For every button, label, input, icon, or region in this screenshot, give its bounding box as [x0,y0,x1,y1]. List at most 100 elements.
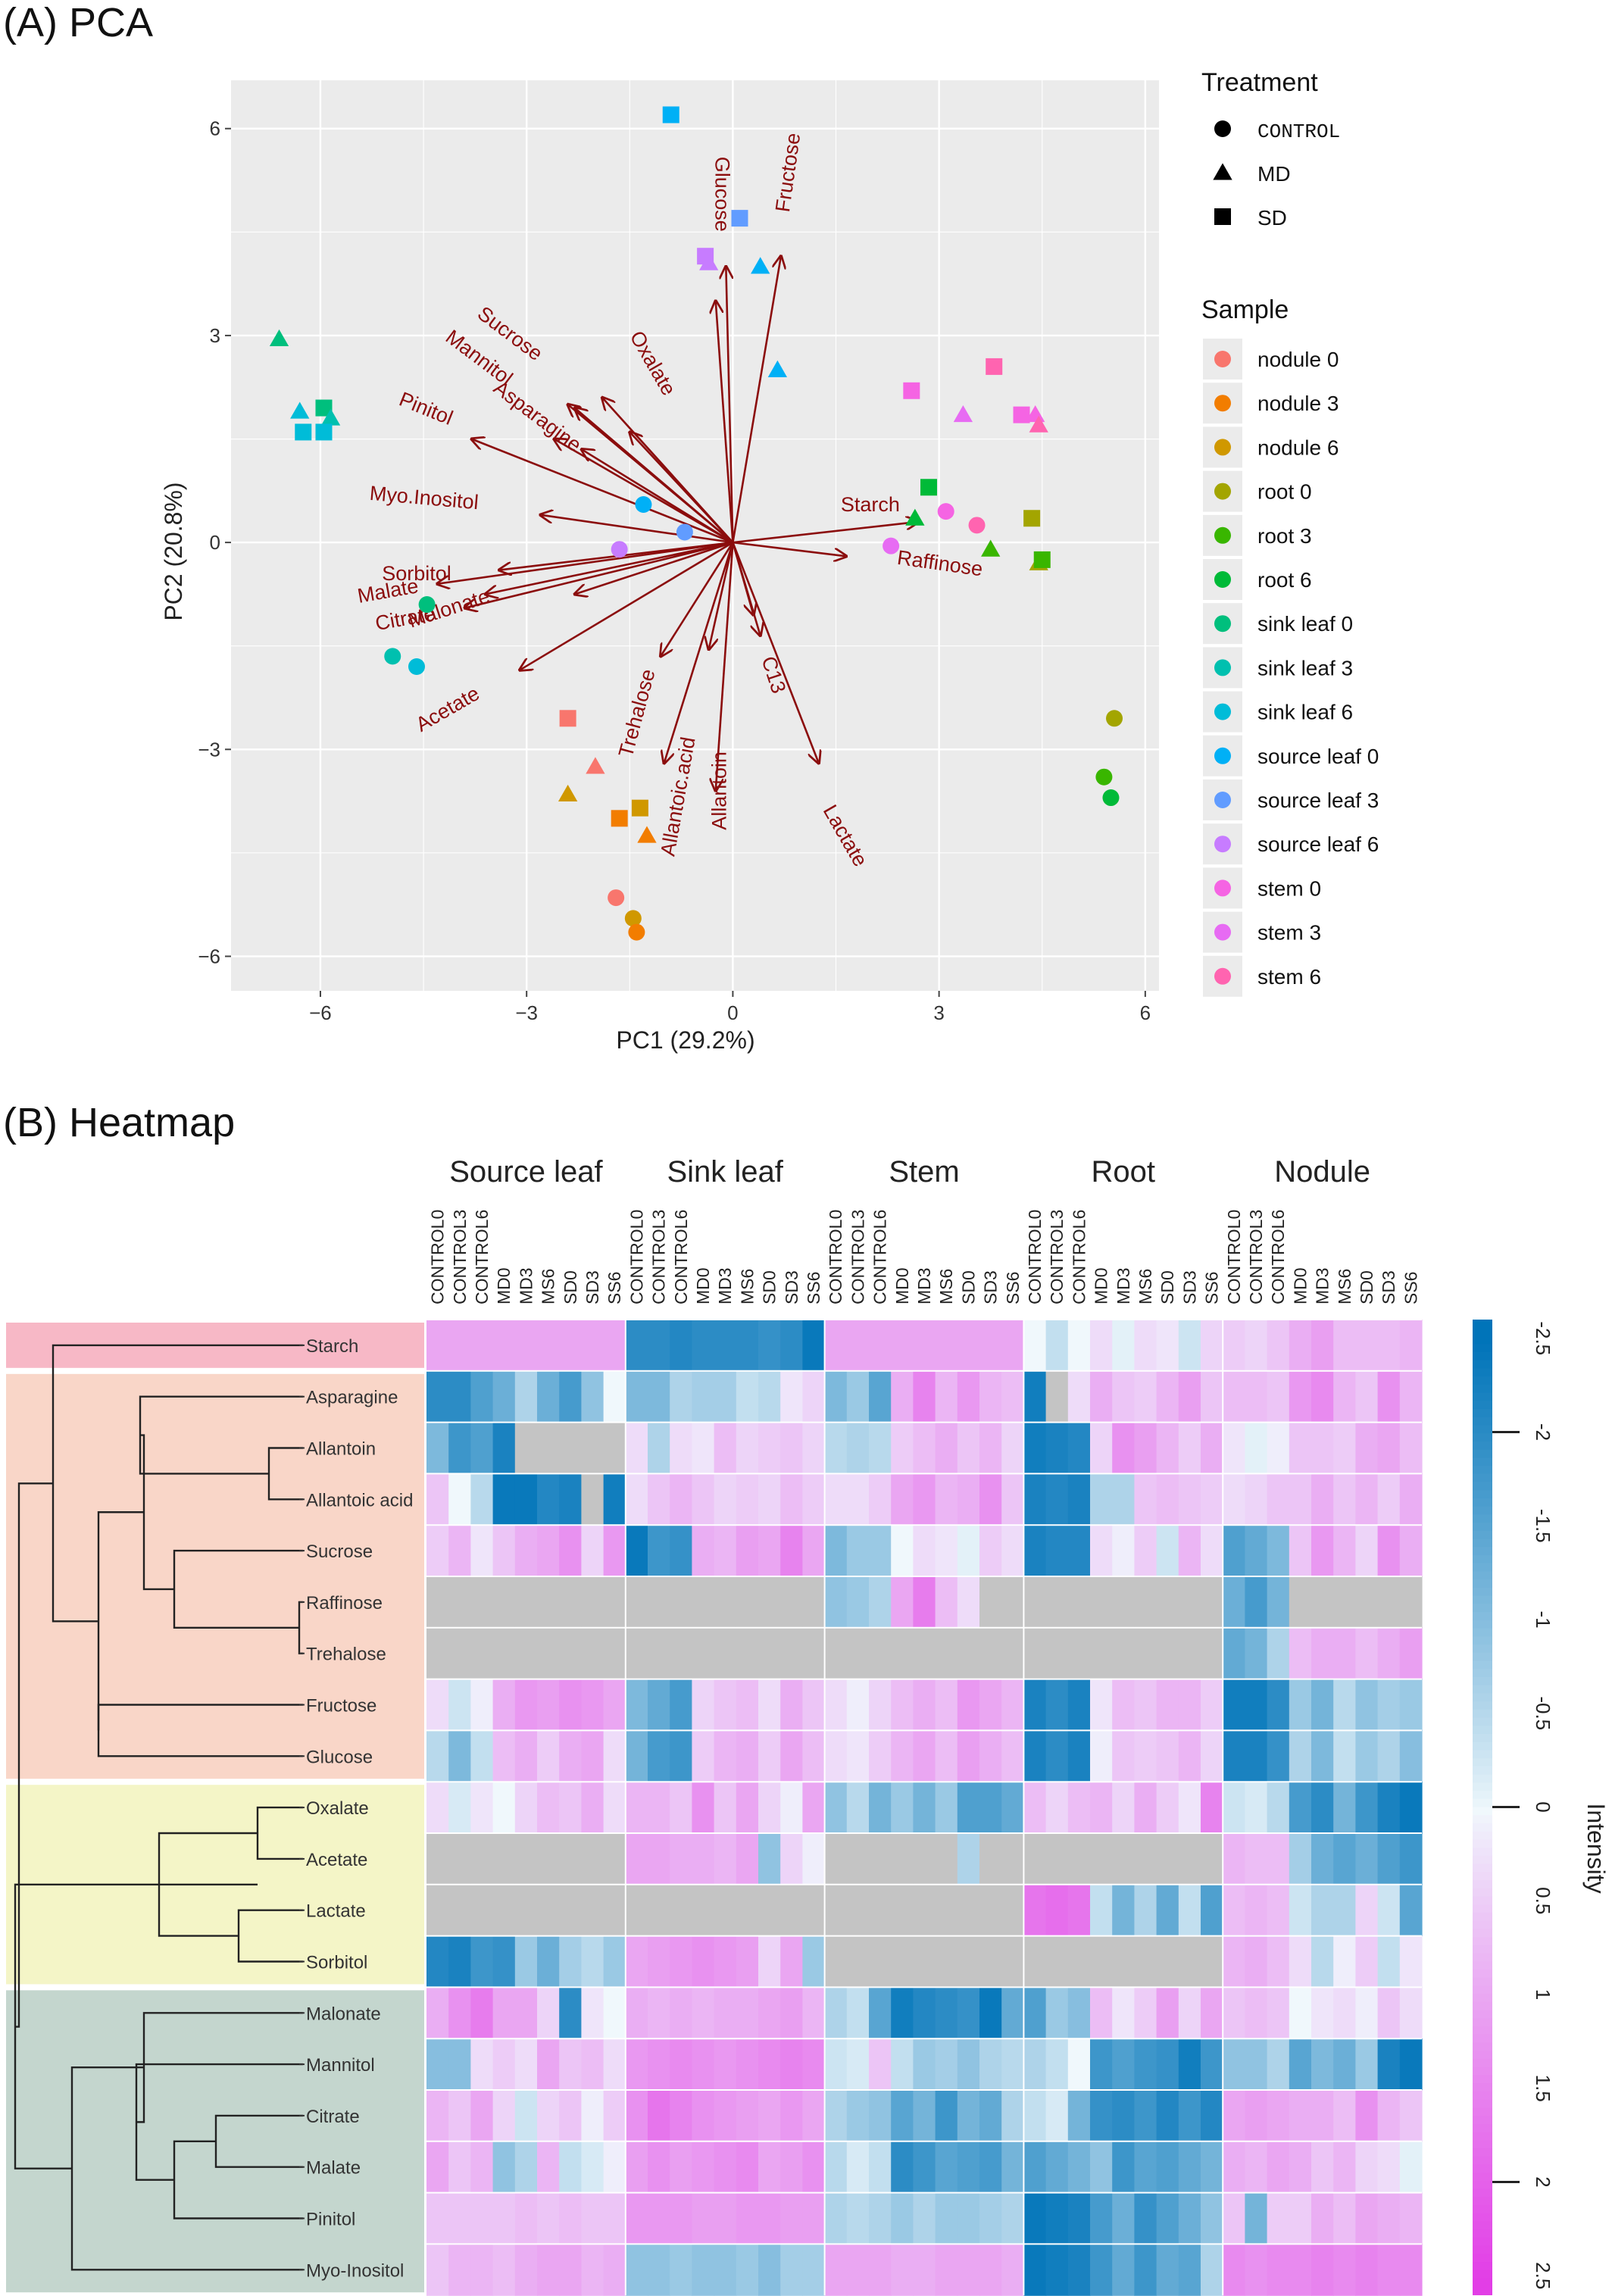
colorbar-segment [1473,1636,1492,1645]
column-label-control6: CONTROL6 [870,1210,890,1304]
treatment-legend-key-md [1213,163,1232,180]
heatmap-cell [625,2141,648,2194]
heatmap-cell [1311,1473,1334,1526]
heatmap-cell [492,1833,516,1885]
heatmap-cell [426,1884,449,1937]
heatmap-cell [979,1884,1002,1937]
heatmap-cell [846,1679,870,1731]
heatmap-cell [692,1833,715,1885]
heatmap-cell [670,1422,692,1474]
heatmap-cell [492,2038,516,2091]
heatmap-cell [1045,1627,1069,1680]
heatmap-cell [1156,1627,1179,1680]
heatmap-cell [957,1679,980,1731]
heatmap-cell [1333,1627,1356,1680]
heatmap-cell [1112,1987,1135,2039]
loading-arrow [709,542,734,649]
pca-points [269,106,1123,941]
heatmap-cell [1023,1320,1047,1372]
heatmap-cell [913,2090,936,2142]
column-label-md0: MD0 [1092,1267,1111,1304]
heatmap-cell [891,2090,914,2142]
data-point [637,826,657,843]
heatmap-cell [692,2192,715,2244]
heatmap-cell [891,2192,914,2244]
sample-legend-key-sink-leaf-0 [1214,615,1231,633]
heatmap-cell [514,2192,538,2244]
column-label-control0: CONTROL0 [826,1210,845,1304]
data-point [1106,710,1123,727]
colorbar-segment [1473,1466,1492,1475]
heatmap-cell [891,2141,914,2194]
heatmap-cell [1399,2192,1423,2244]
heatmap-cell [470,1473,494,1526]
heatmap-cell [714,1576,737,1629]
heatmap-cell [1045,1320,1069,1372]
heatmap-cell [1223,1935,1245,1988]
heatmap-cell [1134,1884,1157,1937]
colorbar-segment [1473,2221,1492,2231]
heatmap-cell [514,2244,538,2296]
data-point [731,210,748,227]
heatmap-cell [1399,2038,1423,2091]
heatmap-cell [1045,1935,1069,1988]
heatmap-cell [559,1627,582,1680]
heatmap-cell [802,1833,826,1885]
heatmap-cell [736,1679,759,1731]
heatmap-cell [736,1525,759,1577]
heatmap-cell [492,1782,516,1834]
data-point [1102,789,1120,807]
column-label-control0: CONTROL0 [428,1210,448,1304]
heatmap-cell [470,1884,494,1937]
heatmap-cell [913,2244,936,2296]
heatmap-cell [1178,1370,1201,1423]
heatmap-cell [957,1884,980,1937]
colorbar-segment [1473,1872,1492,1882]
heatmap-cell [1001,1370,1024,1423]
sample-legend-label-stem-6: stem 6 [1257,965,1321,989]
colorbar-segment [1473,2237,1492,2247]
colorbar-segment [1473,2148,1492,2157]
heatmap-cell [780,2244,803,2296]
heatmap-cell [448,1576,471,1629]
heatmap-cell [1245,1935,1268,1988]
heatmap-cell [426,1730,449,1782]
column-label-sd0: SD0 [1357,1270,1376,1304]
heatmap-cell [603,1935,626,1988]
colorbar-segment [1473,1970,1492,1979]
heatmap-cell [1201,2090,1223,2142]
sample-legend-items: nodule 0 nodule 3 nodule 6 root 0 root 3 root… [1203,339,1379,997]
loading-arrow [629,432,734,543]
heatmap-cell [1333,1370,1356,1423]
heatmap-cell [1112,2038,1135,2091]
heatmap-cell [1045,1679,1069,1731]
heatmap-cell [537,1884,560,1937]
heatmap-cell [1090,1679,1113,1731]
heatmap-cell [1289,1627,1312,1680]
heatmap-cell [1090,1730,1113,1782]
heatmap-cell [1201,1422,1223,1474]
colorbar-segment [1473,1709,1492,1719]
heatmap-cell [957,2038,980,2091]
heatmap-cell [758,1833,781,1885]
group-label-root: Root [1092,1155,1156,1189]
heatmap-cell [1156,1730,1179,1782]
heatmap-cell [824,1730,848,1782]
colorbar-segment [1473,1994,1492,2003]
heatmap-cell [1245,2038,1268,2091]
heatmap-cell [1355,1320,1379,1372]
heatmap-cell [1223,1320,1245,1372]
heatmap-cell [1134,1473,1157,1526]
heatmap-cell [470,2038,494,2091]
heatmap-cell [1178,1576,1201,1629]
colorbar-segment [1473,1733,1492,1743]
colorbar-segment [1473,1920,1492,1930]
heatmap-cell [913,1935,936,1988]
heatmap-cell [426,2141,449,2194]
colorbar-segment [1473,1587,1492,1597]
heatmap-cell [1223,1576,1245,1629]
column-label-md0: MD0 [494,1267,514,1304]
heatmap-cell [1134,1782,1157,1834]
colorbar-segment [1473,2091,1492,2101]
heatmap-cell [581,1884,604,1937]
